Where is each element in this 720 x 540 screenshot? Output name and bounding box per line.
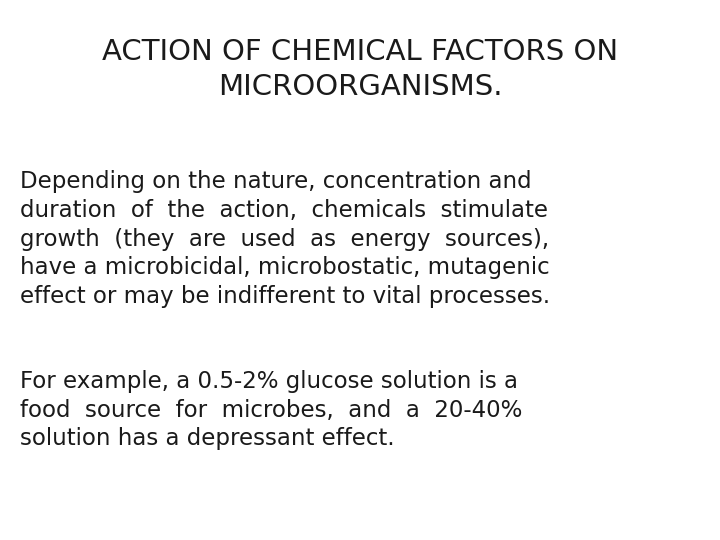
Text: For example, a 0.5-2% glucose solution is a
food  source  for  microbes,  and  a: For example, a 0.5-2% glucose solution i… [20, 370, 523, 450]
Text: ACTION OF CHEMICAL FACTORS ON
MICROORGANISMS.: ACTION OF CHEMICAL FACTORS ON MICROORGAN… [102, 38, 618, 102]
Text: Depending on the nature, concentration and
duration  of  the  action,  chemicals: Depending on the nature, concentration a… [20, 170, 550, 308]
